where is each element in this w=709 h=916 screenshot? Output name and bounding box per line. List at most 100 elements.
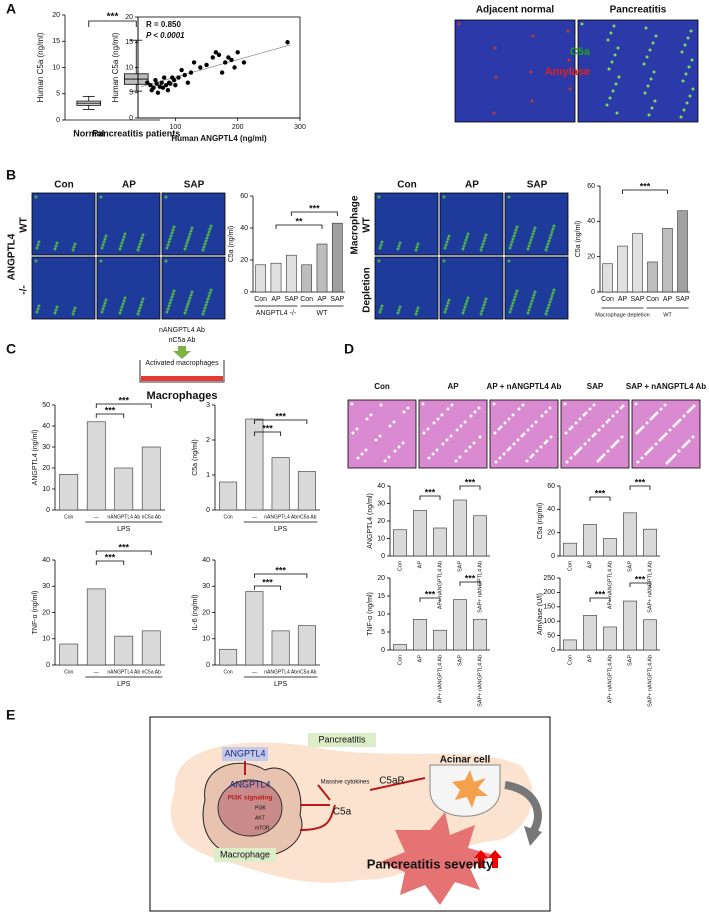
image-speck	[100, 310, 104, 314]
y-tick-label: 10	[377, 611, 385, 618]
image-speck	[602, 453, 606, 457]
image-speck	[189, 293, 193, 297]
bar	[662, 228, 673, 293]
image-speck	[647, 113, 651, 117]
group-label: LPS	[274, 526, 288, 533]
y-tick-label: 1	[206, 472, 210, 479]
image-speck	[421, 402, 425, 406]
y-tick-label: 100	[543, 618, 555, 625]
image-speck	[648, 48, 652, 52]
image-speck	[172, 289, 176, 293]
bar	[617, 245, 628, 293]
image-speck	[365, 417, 369, 421]
x-tick-label: nC5a Ab	[297, 669, 316, 675]
image-speck	[499, 425, 503, 429]
row-group-label: ANGPTL4	[7, 233, 18, 280]
y-tick-label: 60	[547, 483, 555, 490]
image-speck	[580, 22, 584, 26]
image-speck	[445, 304, 449, 308]
x-tick-label: 100	[170, 124, 182, 131]
image-speck	[526, 311, 530, 315]
image-speck	[532, 293, 536, 297]
point	[173, 82, 178, 88]
point	[145, 80, 150, 85]
x-tick-label: AP	[618, 296, 628, 303]
image-speck	[484, 297, 488, 301]
x-tick-label: SAP+ nANGPTL4 Ab	[647, 561, 653, 613]
row-header: WT	[19, 217, 30, 233]
bar	[86, 588, 106, 666]
image-speck	[34, 195, 38, 199]
image-speck	[688, 94, 692, 98]
image-speck	[99, 259, 103, 263]
group-label: LPS	[117, 526, 131, 533]
image-speck	[568, 87, 572, 91]
image-tile	[439, 192, 504, 256]
image-speck	[645, 55, 649, 59]
y-tick-label: 10	[202, 636, 210, 643]
image-speck	[169, 234, 173, 238]
image-speck	[520, 434, 524, 438]
bar	[393, 529, 407, 557]
image-speck	[208, 227, 212, 231]
image-speck	[72, 245, 76, 249]
column-header: AP	[465, 180, 479, 191]
sig-label: ***	[425, 487, 436, 497]
sig-bracket	[622, 189, 668, 194]
image-speck	[611, 89, 615, 93]
image-speck	[392, 420, 396, 424]
image-speck	[681, 445, 685, 449]
image-speck	[479, 312, 483, 316]
up-arrows	[474, 850, 502, 868]
image-speck	[53, 311, 57, 315]
image-speck	[184, 308, 188, 312]
image-speck	[100, 246, 104, 250]
image-speck	[691, 435, 695, 439]
image-speck	[118, 311, 122, 315]
x-tick-label: Con	[224, 669, 233, 675]
image-speck	[513, 231, 517, 235]
column-header: Pancreatitis	[610, 5, 667, 16]
image-speck	[512, 442, 516, 446]
image-speck	[209, 288, 213, 292]
image-speck	[123, 296, 127, 300]
bar	[331, 222, 343, 293]
x-tick-label: AP	[663, 296, 673, 303]
image-speck	[510, 240, 514, 244]
x-tick-label: AP	[271, 296, 281, 303]
image-speck	[493, 431, 497, 435]
image-speck	[37, 304, 41, 308]
image-speck	[598, 457, 602, 461]
image-speck	[136, 312, 140, 316]
x-tick-label: —	[252, 514, 257, 520]
image-speck	[600, 455, 604, 459]
sig-bracket	[419, 597, 441, 602]
y-tick-label: 15	[125, 39, 133, 46]
image-speck	[442, 259, 446, 263]
image-speck	[383, 459, 387, 463]
image-speck	[183, 247, 187, 251]
image-speck	[397, 445, 401, 449]
box	[222, 747, 268, 761]
bar	[473, 619, 487, 651]
image-speck	[183, 311, 187, 315]
y-label: C5a (ng/ml)	[575, 221, 582, 258]
image-speck	[609, 31, 613, 35]
image-speck	[567, 58, 571, 62]
panel-label: A	[6, 1, 16, 17]
image-speck	[483, 300, 487, 304]
image-speck	[551, 227, 555, 231]
sig-label: ***	[275, 565, 286, 575]
row-header: -/-	[19, 285, 30, 294]
image-speck	[671, 455, 675, 459]
image-speck	[379, 307, 383, 311]
y-tick-label: 0	[244, 289, 248, 296]
y-tick-label: 10	[42, 636, 50, 643]
image-speck	[662, 434, 666, 438]
image-speck	[459, 424, 463, 428]
image-speck	[168, 237, 172, 241]
y-tick-label: 10	[52, 64, 60, 71]
image-speck	[141, 233, 145, 237]
image-speck	[188, 232, 192, 236]
point	[191, 60, 197, 65]
